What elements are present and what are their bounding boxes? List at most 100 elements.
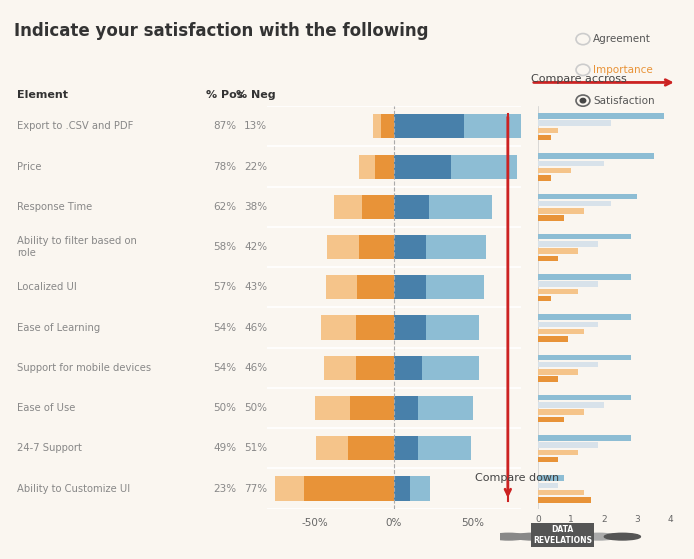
Bar (464, 114, 532, 139)
Bar (357, 275, 394, 300)
Bar (275, 476, 394, 501)
Text: Ability to filter based on
role: Ability to filter based on role (17, 236, 137, 258)
Text: Ease of Use: Ease of Use (17, 403, 76, 413)
Text: 42%: 42% (244, 242, 267, 252)
Bar (394, 275, 484, 300)
Text: 23%: 23% (213, 484, 236, 494)
Bar (328, 235, 394, 259)
Bar (394, 315, 425, 340)
Bar (538, 497, 591, 503)
Text: Ability to Customize UI: Ability to Customize UI (17, 484, 130, 494)
Bar (538, 215, 564, 221)
Bar (538, 127, 558, 133)
Bar (394, 436, 471, 461)
Text: Agreement: Agreement (593, 34, 651, 44)
Bar (538, 241, 598, 247)
Bar (538, 475, 564, 481)
Bar (394, 275, 425, 300)
Text: 78%: 78% (213, 162, 236, 172)
Bar (538, 288, 577, 294)
Text: 38%: 38% (244, 202, 267, 212)
Bar (356, 315, 394, 340)
Bar (538, 153, 654, 159)
Bar (394, 436, 418, 461)
Bar (316, 436, 348, 461)
Bar (538, 482, 558, 488)
Text: 24-7 Support: 24-7 Support (17, 443, 82, 453)
Bar (538, 395, 631, 400)
Bar (356, 356, 394, 380)
Bar (538, 248, 577, 254)
Bar (321, 315, 394, 340)
Bar (538, 234, 631, 239)
Text: 46%: 46% (244, 323, 267, 333)
Bar (359, 154, 394, 179)
Bar (328, 235, 359, 259)
Text: 4: 4 (668, 515, 673, 524)
Text: Price: Price (17, 162, 42, 172)
Bar (394, 315, 480, 340)
Bar (394, 356, 423, 380)
Text: Compare accross: Compare accross (531, 74, 627, 84)
Text: Response Time: Response Time (17, 202, 92, 212)
Text: Export to .CSV and PDF: Export to .CSV and PDF (17, 121, 134, 131)
Bar (538, 369, 577, 375)
Bar (423, 356, 480, 380)
Circle shape (491, 533, 527, 540)
Text: % Neg: % Neg (236, 90, 276, 100)
Text: 46%: 46% (244, 363, 267, 373)
Bar (275, 476, 303, 501)
Bar (538, 135, 551, 140)
Bar (538, 329, 584, 334)
Bar (538, 193, 637, 199)
Bar (538, 175, 551, 181)
Bar (538, 449, 577, 455)
Bar (314, 396, 394, 420)
Text: 58%: 58% (213, 242, 236, 252)
Text: 50%: 50% (244, 403, 267, 413)
Bar (394, 154, 451, 179)
Bar (394, 235, 486, 259)
Bar (325, 275, 357, 300)
Bar (394, 356, 480, 380)
Bar (425, 315, 480, 340)
Text: 1: 1 (568, 515, 574, 524)
Bar (538, 354, 631, 360)
Text: Localized UI: Localized UI (17, 282, 77, 292)
Bar (394, 396, 473, 420)
Bar (325, 275, 394, 300)
Text: 43%: 43% (244, 282, 267, 292)
Bar (375, 154, 394, 179)
Text: 50%: 50% (213, 403, 236, 413)
Bar (538, 442, 598, 448)
Bar (394, 195, 492, 219)
Bar (538, 321, 598, 327)
Text: Importance: Importance (593, 65, 653, 75)
Bar (348, 436, 394, 461)
Bar (538, 281, 598, 287)
Bar (538, 402, 604, 408)
Bar (538, 336, 568, 342)
Bar (538, 435, 631, 440)
Text: 22%: 22% (244, 162, 267, 172)
Text: 57%: 57% (213, 282, 236, 292)
Bar (394, 235, 425, 259)
Text: Element: Element (17, 90, 68, 100)
Bar (425, 275, 484, 300)
Bar (429, 195, 492, 219)
Bar (409, 476, 430, 501)
Bar (381, 114, 394, 139)
Text: Satisfaction: Satisfaction (593, 96, 655, 106)
Text: Ease of Learning: Ease of Learning (17, 323, 101, 333)
Text: 51%: 51% (244, 443, 267, 453)
Bar (373, 114, 381, 139)
Bar (334, 195, 362, 219)
Bar (394, 195, 429, 219)
Bar (538, 201, 611, 206)
Text: Support for mobile devices: Support for mobile devices (17, 363, 151, 373)
Bar (394, 154, 517, 179)
Bar (314, 396, 350, 420)
Bar (334, 195, 394, 219)
Bar (538, 160, 604, 166)
Bar (538, 457, 558, 462)
